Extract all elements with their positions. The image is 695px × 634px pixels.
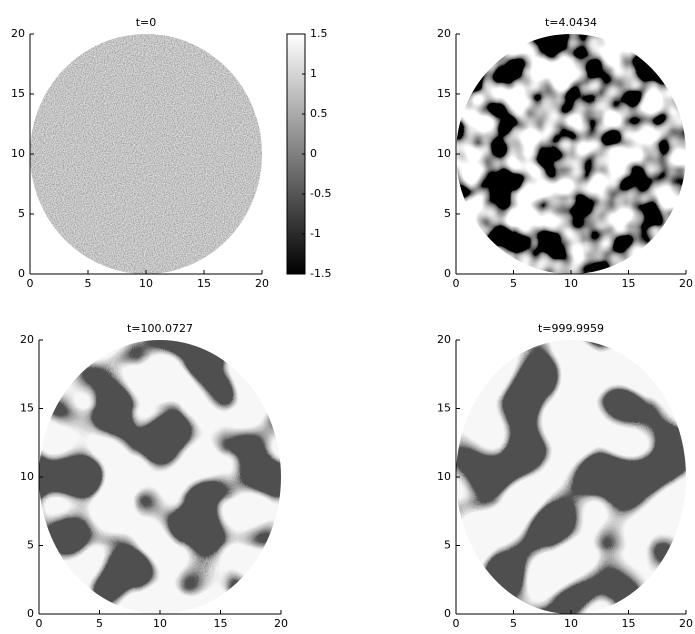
title: t=100.0727 [127,322,193,335]
field-image [39,340,281,614]
y-tick-label: 5 [18,207,25,220]
y-tick-label: 10 [437,470,451,483]
y-tick-label: 20 [20,333,34,346]
x-tick-label: 0 [36,617,43,630]
x-tick-label: 20 [255,277,269,290]
colorbar-tick-label: 1.5 [310,27,328,40]
y-tick-label: 0 [444,267,451,280]
x-tick-label: 5 [510,617,517,630]
x-tick-label: 5 [96,617,103,630]
x-tick-label: 0 [453,617,460,630]
y-tick-label: 5 [444,539,451,552]
colorbar-tick-label: -0.5 [310,187,331,200]
x-tick-label: 10 [564,277,578,290]
x-tick-label: 0 [27,277,34,290]
y-tick-label: 15 [20,402,34,415]
field-image [30,34,262,274]
title: t=0 [136,16,157,29]
x-tick-label: 10 [139,277,153,290]
y-tick-label: 20 [437,27,451,40]
colorbar-tick-label: -1.5 [310,267,331,280]
y-tick-label: 5 [27,539,34,552]
x-tick-label: 20 [679,617,693,630]
y-tick-label: 20 [11,27,25,40]
title: t=4.0434 [545,16,597,29]
x-tick-label: 15 [622,277,636,290]
y-tick-label: 5 [444,207,451,220]
x-tick-label: 20 [274,617,288,630]
colorbar-tick-label: 1 [310,67,317,80]
y-tick-label: 15 [437,402,451,415]
y-tick-label: 20 [437,333,451,346]
x-tick-label: 15 [214,617,228,630]
y-tick-label: 0 [18,267,25,280]
colorbar-tick-label: -1 [310,227,321,240]
y-tick-label: 15 [11,87,25,100]
figure: t=0 0 5 10 15 20 0 5 10 15 20 -1.5 -1 -0.5 0 0.5 1 1.5 t=4… [0,0,695,630]
x-tick-label: 0 [453,277,460,290]
field-image [456,34,686,274]
title: t=999.9959 [538,322,604,335]
colorbar-tick-label: 0 [310,147,317,160]
x-tick-label: 10 [564,617,578,630]
x-tick-label: 5 [85,277,92,290]
y-tick-label: 10 [20,470,34,483]
x-tick-label: 5 [510,277,517,290]
y-tick-label: 0 [27,607,34,620]
y-tick-label: 10 [11,147,25,160]
x-tick-label: 20 [679,277,693,290]
field-image [456,340,686,614]
colorbar-tick-label: 0.5 [310,107,328,120]
x-tick-label: 10 [153,617,167,630]
x-tick-label: 15 [197,277,211,290]
y-tick-label: 10 [437,147,451,160]
y-tick-label: 15 [437,87,451,100]
y-tick-label: 0 [444,607,451,620]
x-tick-label: 15 [622,617,636,630]
